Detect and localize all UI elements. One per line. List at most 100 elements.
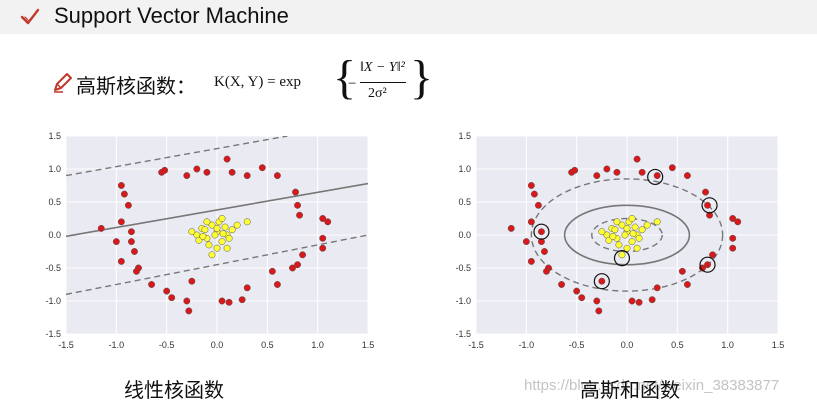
yellow-data-point <box>205 241 213 249</box>
red-data-point <box>729 215 737 222</box>
red-data-point <box>653 284 661 292</box>
red-data-point <box>319 215 327 222</box>
caption-gaussian-kernel: 高斯和函数 <box>580 378 680 402</box>
red-data-point <box>527 182 535 189</box>
x-tick-label: -1.0 <box>109 340 125 350</box>
yellow-data-point <box>208 251 216 259</box>
yellow-data-point <box>653 218 661 226</box>
red-data-point <box>598 277 606 285</box>
red-data-point <box>273 281 281 288</box>
red-data-point <box>120 190 128 198</box>
yellow-data-point <box>218 238 226 246</box>
formula-right-brace: } <box>410 51 434 104</box>
red-data-point <box>168 294 176 302</box>
red-data-point <box>296 211 303 219</box>
yellow-data-point <box>613 218 621 226</box>
y-tick-label: 1.5 <box>48 131 61 141</box>
red-data-point <box>225 298 233 306</box>
decision-boundary-line <box>66 182 368 238</box>
red-data-point <box>131 248 138 255</box>
red-data-point <box>294 201 301 209</box>
yellow-data-point <box>623 244 631 252</box>
red-data-point <box>243 172 251 180</box>
red-data-point <box>238 296 246 304</box>
formula-lhs: K(X, Y) = exp <box>214 74 302 90</box>
y-tick-label: 0.5 <box>48 197 61 207</box>
red-data-point <box>127 238 135 246</box>
yellow-data-point <box>201 226 209 234</box>
check-icon <box>20 8 40 25</box>
yellow-data-point <box>629 230 637 238</box>
red-data-point <box>185 307 193 315</box>
red-data-point <box>571 166 579 174</box>
x-tick-label: -1.5 <box>468 340 484 350</box>
x-tick-label: 1.0 <box>721 340 734 350</box>
red-data-point <box>573 287 581 295</box>
red-data-point <box>117 182 125 189</box>
yellow-data-point <box>213 224 221 232</box>
yellow-data-point <box>243 218 251 226</box>
red-data-point <box>117 218 125 226</box>
yellow-data-point <box>621 231 629 239</box>
header-bar <box>0 0 817 34</box>
yellow-data-point <box>219 230 227 238</box>
red-data-point <box>683 172 691 180</box>
y-tick-label: -0.5 <box>455 263 471 273</box>
yellow-data-point <box>225 234 233 242</box>
red-data-point <box>133 267 140 275</box>
y-tick-label: 0.0 <box>48 230 61 240</box>
decision-boundary-ellipse <box>563 204 691 266</box>
yellow-data-point <box>598 228 606 236</box>
x-tick-label: -1.5 <box>58 340 74 350</box>
yellow-data-point <box>208 221 216 229</box>
yellow-data-point <box>635 234 643 242</box>
red-data-point <box>124 201 132 209</box>
support-vector-marker <box>699 256 716 273</box>
support-vector-marker <box>647 168 664 186</box>
support-vector-marker <box>593 273 610 290</box>
x-tick-label: 1.0 <box>311 340 324 350</box>
red-data-point <box>268 267 276 275</box>
x-tick-label: 1.5 <box>772 340 785 350</box>
red-data-point <box>319 234 327 242</box>
red-data-point <box>543 267 550 275</box>
formula-left-brace: { <box>333 51 357 104</box>
red-data-point <box>294 261 301 269</box>
yellow-data-point <box>211 231 219 239</box>
red-data-point <box>648 296 656 304</box>
formula-fraction-line <box>360 82 406 83</box>
red-data-point <box>699 264 706 272</box>
red-data-point <box>704 261 711 269</box>
pencil-icon <box>54 73 72 93</box>
y-tick-label: 0.0 <box>458 230 471 240</box>
red-data-point <box>183 172 191 180</box>
margin-ellipse <box>530 178 724 292</box>
y-tick-label: -1.5 <box>455 329 471 339</box>
yellow-data-point <box>631 223 639 231</box>
yellow-data-point <box>221 223 229 231</box>
support-vector-marker <box>533 223 550 240</box>
red-data-point <box>653 172 661 180</box>
margin-line <box>66 234 368 296</box>
red-data-point <box>603 165 611 173</box>
red-data-point <box>534 201 542 209</box>
yellow-data-point <box>203 218 211 226</box>
red-data-point <box>702 188 709 196</box>
red-data-point <box>273 172 281 180</box>
yellow-data-point <box>643 221 651 229</box>
x-tick-label: -0.5 <box>159 340 175 350</box>
red-data-point <box>704 201 711 209</box>
plot-content <box>476 136 778 334</box>
red-data-point <box>193 165 201 173</box>
red-data-point <box>161 166 169 174</box>
red-data-point <box>324 218 332 226</box>
red-data-point <box>537 228 545 236</box>
yellow-data-point <box>623 224 631 232</box>
red-data-point <box>668 164 676 172</box>
red-data-point <box>183 297 191 305</box>
red-data-point <box>558 281 566 288</box>
formula-numerator: ‖X − Y‖² <box>360 60 405 75</box>
red-data-point <box>613 168 621 176</box>
red-data-point <box>292 188 299 196</box>
red-data-point <box>635 298 643 306</box>
